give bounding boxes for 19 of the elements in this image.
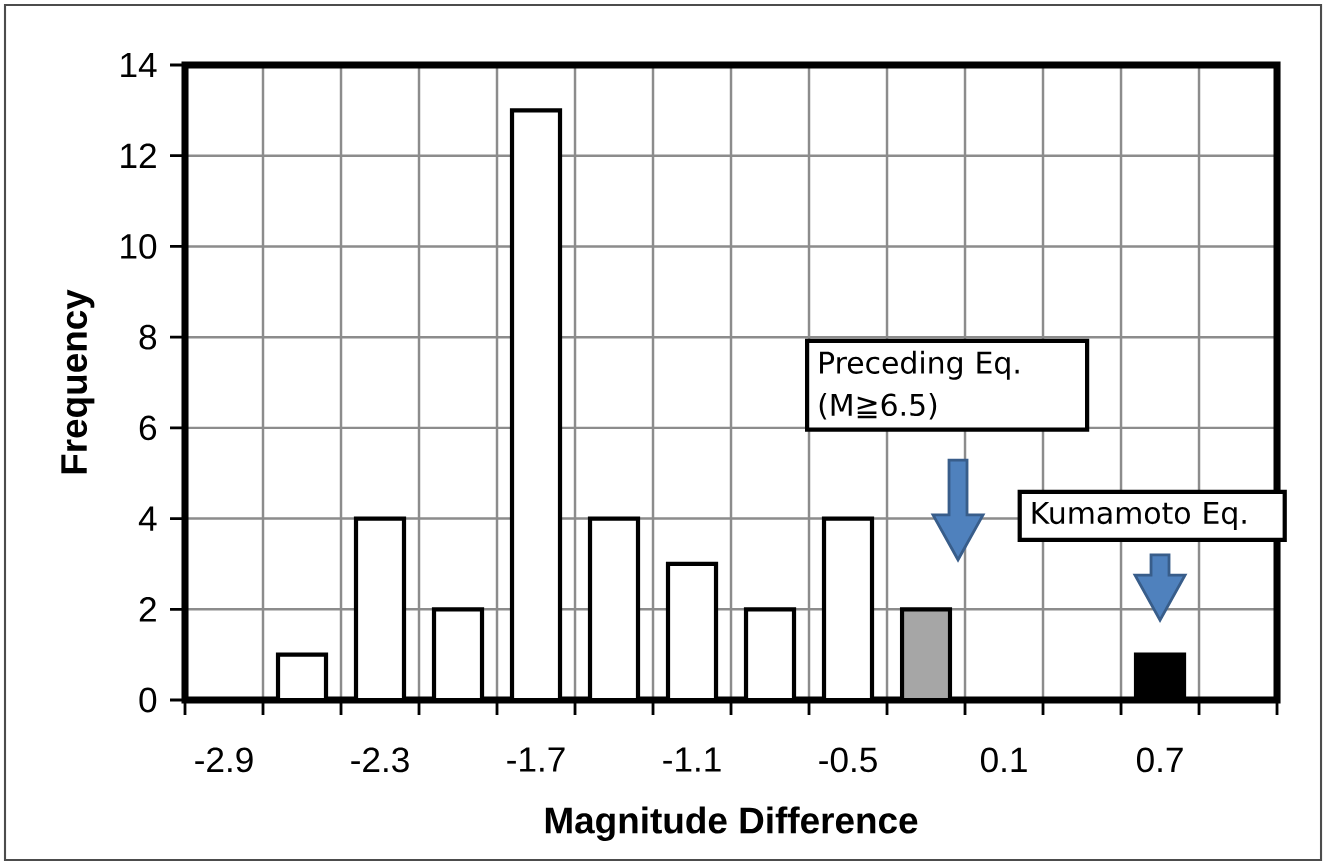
y-tick-label: 14 [121, 52, 157, 78]
x-tick-label: -1.7 [507, 747, 565, 772]
y-tick-label: 10 [121, 234, 157, 259]
x-tick-label: 0.1 [980, 747, 1027, 773]
y-tick-label: 6 [139, 415, 157, 441]
y-tick-label: 4 [138, 506, 157, 531]
x-tick-label: -2.9 [195, 747, 253, 773]
y-axis-title: Frequency [61, 289, 95, 474]
x-tick-label: -1.1 [663, 747, 721, 772]
y-tick-label: 0 [139, 687, 157, 713]
y-tick-label: 12 [121, 143, 156, 168]
y-tick-label: 8 [139, 324, 157, 350]
x-tick-label: -2.3 [351, 747, 409, 773]
x-tick-label: -0.5 [819, 747, 877, 773]
y-tick-label: 2 [139, 597, 156, 622]
annotation: Preceding Eq. (M≧6.5) [819, 350, 1019, 420]
annotation: Kumamoto Eq. [1032, 501, 1246, 530]
x-axis-title: Magnitude Difference [545, 806, 918, 842]
x-tick-label: 0.7 [1136, 747, 1183, 773]
